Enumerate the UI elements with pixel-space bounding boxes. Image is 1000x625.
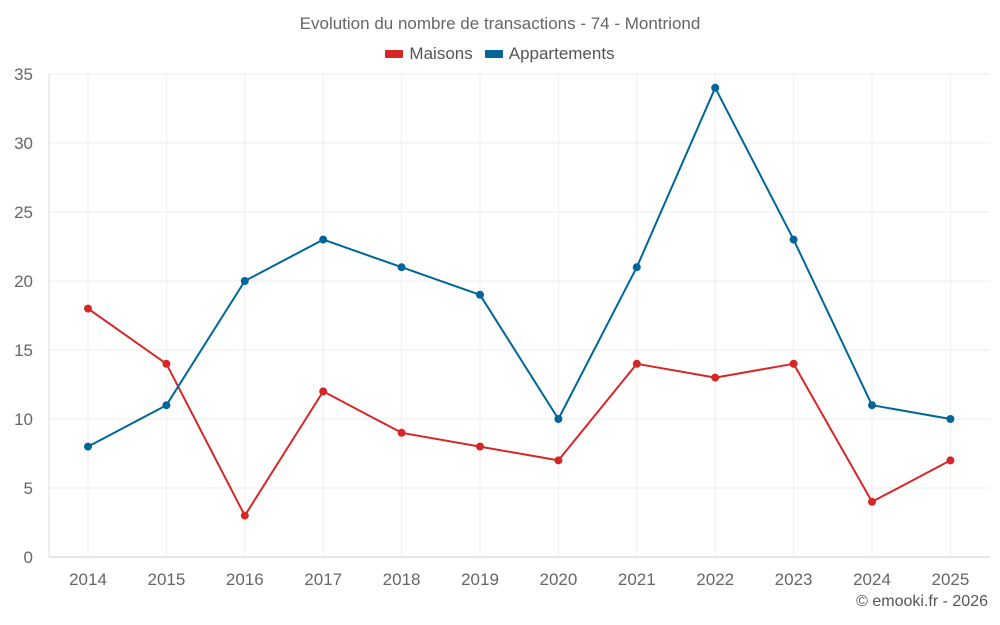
x-tick-label: 2025 <box>931 570 969 589</box>
data-point-maisons <box>711 373 720 382</box>
data-point-appartements <box>84 442 92 451</box>
data-point-maisons <box>162 359 171 368</box>
x-tick-label: 2018 <box>383 570 421 589</box>
x-tick-label: 2024 <box>853 570 891 589</box>
x-tick-label: 2015 <box>147 570 185 589</box>
legend-swatch-appartements <box>484 50 503 58</box>
legend-item-maisons[interactable]: Maisons <box>385 44 473 64</box>
series-line-appartements <box>87 86 951 448</box>
x-tick-label: 2016 <box>226 570 264 589</box>
x-tick-label: 2021 <box>618 570 656 589</box>
legend-item-appartements[interactable]: Appartements <box>484 44 615 64</box>
data-point-appartements <box>946 415 955 423</box>
y-tick-label: 30 <box>14 134 33 153</box>
data-point-appartements <box>476 290 484 299</box>
data-point-maisons <box>240 511 249 520</box>
data-point-maisons <box>319 387 328 396</box>
data-point-maisons <box>632 359 641 368</box>
y-tick-label: 0 <box>24 548 33 567</box>
data-point-appartements <box>319 235 328 244</box>
series-line-maisons <box>87 307 951 517</box>
data-point-appartements <box>240 277 249 285</box>
data-point-maisons <box>476 442 484 451</box>
chart-legend: Maisons Appartements <box>0 44 1000 64</box>
data-point-maisons <box>397 428 406 437</box>
y-tick-label: 20 <box>14 272 33 291</box>
x-tick-label: 2017 <box>304 570 342 589</box>
data-point-appartements <box>554 415 563 423</box>
data-point-maisons <box>84 304 92 313</box>
data-point-appartements <box>789 235 798 244</box>
data-point-maisons <box>946 456 955 465</box>
copyright-watermark: © emooki.fr - 2026 <box>856 593 988 610</box>
y-tick-label: 15 <box>14 341 33 360</box>
y-tick-label: 35 <box>14 65 33 84</box>
y-tick-label: 10 <box>14 410 33 429</box>
x-tick-label: 2023 <box>775 570 813 589</box>
y-tick-label: 5 <box>24 479 33 498</box>
x-tick-label: 2020 <box>539 570 577 589</box>
legend-swatch-maisons <box>385 50 404 58</box>
data-point-appartements <box>711 83 720 92</box>
data-point-maisons <box>789 359 798 368</box>
data-point-appartements <box>397 263 406 272</box>
data-point-appartements <box>868 401 876 410</box>
x-tick-label: 2022 <box>696 570 734 589</box>
data-point-appartements <box>162 401 171 410</box>
x-tick-label: 2014 <box>69 570 107 589</box>
data-point-maisons <box>868 497 876 506</box>
x-tick-label: 2019 <box>461 570 499 589</box>
legend-label-appartements: Appartements <box>508 44 615 63</box>
data-point-appartements <box>632 263 641 272</box>
legend-label-maisons: Maisons <box>409 44 473 63</box>
chart-title: Evolution du nombre de transactions - 74… <box>299 14 701 33</box>
y-tick-label: 25 <box>14 203 33 222</box>
data-point-maisons <box>554 456 563 465</box>
